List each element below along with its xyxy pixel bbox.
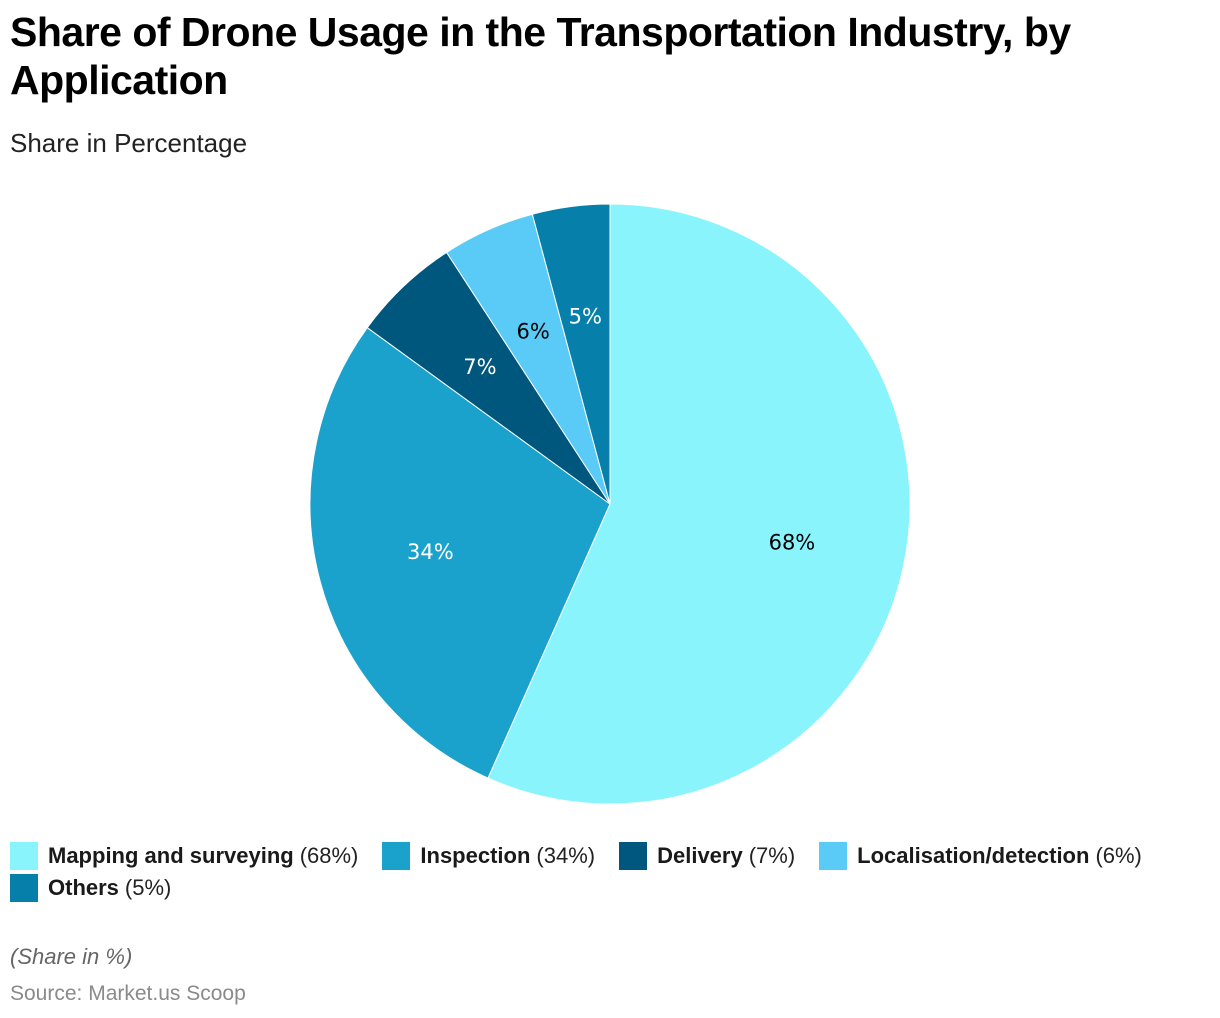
slice-value-label: 6% (516, 319, 549, 343)
legend-swatch (382, 842, 411, 870)
pie-slice-inspection (309, 326, 611, 779)
legend-value: (68%) (299, 843, 359, 868)
legend-swatch (819, 842, 848, 870)
legend-value: (5%) (124, 875, 172, 900)
legend-item: Localisation/detection (6%) (819, 842, 1142, 870)
slice-value-label: 7% (463, 355, 496, 379)
legend: Mapping and surveying (68%) Inspection (34%… (10, 842, 1210, 902)
legend-item: Inspection (34%) (382, 842, 595, 870)
legend-value: (6%) (1095, 843, 1142, 868)
legend-value: (34%) (536, 843, 596, 868)
pie-slice-mapping-and-surveying (487, 203, 911, 805)
source-text: Source: Market.us Scoop (10, 982, 246, 1005)
chart-subtitle: Share in Percentage (10, 128, 248, 158)
slice-value-label: 68% (769, 531, 816, 555)
slice-value-label: 5% (569, 305, 602, 329)
legend-label: Localisation/detection (857, 843, 1090, 868)
legend-item: Others (5%) (10, 874, 171, 902)
legend-label: Delivery (657, 843, 743, 868)
legend-label: Inspection (420, 843, 531, 868)
pie-labels: 68% 34% 7% 6% 5% (407, 305, 815, 565)
legend-label: Mapping and surveying (48, 843, 294, 868)
legend-swatch (619, 842, 648, 870)
slice-value-label: 34% (407, 540, 454, 564)
pie-slices (309, 203, 911, 805)
legend-label: Others (48, 875, 119, 900)
chart-title: Share of Drone Usage in the Transportati… (10, 9, 1071, 103)
legend-item: Delivery (7%) (619, 842, 795, 870)
unit-note: (Share in %) (10, 944, 133, 969)
legend-swatch (10, 874, 38, 902)
pie-slice-others (531, 203, 611, 505)
legend-item: Mapping and surveying (68%) (10, 842, 358, 870)
pie-chart: 68% 34% 7% 6% 5% (309, 203, 911, 805)
legend-value: (7%) (748, 843, 796, 868)
legend-swatch (10, 842, 38, 870)
